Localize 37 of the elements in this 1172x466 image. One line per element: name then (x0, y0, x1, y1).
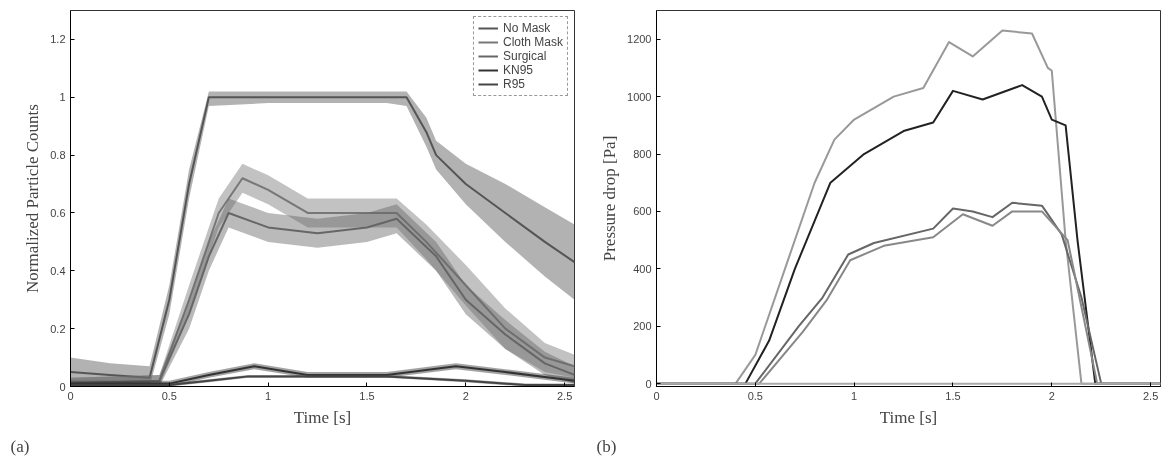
y-tick-label: 1000 (627, 90, 652, 103)
x-axis-title: Time [s] (879, 407, 938, 427)
y-tick-label: 800 (633, 148, 652, 161)
text: (b) (596, 436, 617, 456)
x-tick-label: 1 (851, 389, 858, 402)
legend-label: Cloth Mask (502, 35, 563, 49)
x-tick-label: 0.5 (747, 389, 763, 402)
y-axis-title: Normalized Particle Counts (23, 104, 43, 293)
y-tick-label: 0.6 (50, 206, 66, 219)
y-tick-label: 0 (645, 377, 652, 390)
x-tick-label: 2 (1048, 389, 1055, 402)
y-tick-label: 400 (633, 262, 652, 275)
x-tick-label: 1.5 (945, 389, 961, 402)
x-axis-title: Time [s] (293, 407, 352, 427)
y-tick-label: 600 (633, 205, 652, 218)
x-tick-label: 0.5 (161, 389, 177, 402)
x-tick-label: 1 (265, 389, 272, 402)
y-axis-title: Pressure drop [Pa] (600, 135, 620, 262)
y-tick-label: 0 (59, 380, 66, 393)
legend-label: Surgical (502, 49, 547, 63)
y-tick-label: 1 (59, 91, 66, 104)
y-tick-label: 200 (633, 320, 652, 333)
x-tick-label: 2.5 (556, 389, 573, 402)
x-tick-label: 0 (653, 389, 660, 402)
x-tick-label: 0 (67, 389, 74, 402)
x-tick-label: 1.5 (359, 389, 375, 402)
legend-label: KN95 (502, 63, 533, 77)
text: (a) (10, 436, 30, 456)
y-tick-label: 0.2 (50, 322, 66, 335)
legend-label: No Mask (502, 21, 551, 35)
x-tick-label: 2.5 (1142, 389, 1159, 402)
y-tick-label: 0.4 (50, 264, 66, 277)
legend-label: R95 (502, 77, 525, 91)
y-tick-label: 1200 (627, 33, 652, 46)
y-tick-label: 1.2 (50, 33, 66, 46)
y-tick-label: 0.8 (50, 149, 66, 162)
x-tick-label: 2 (462, 389, 469, 402)
